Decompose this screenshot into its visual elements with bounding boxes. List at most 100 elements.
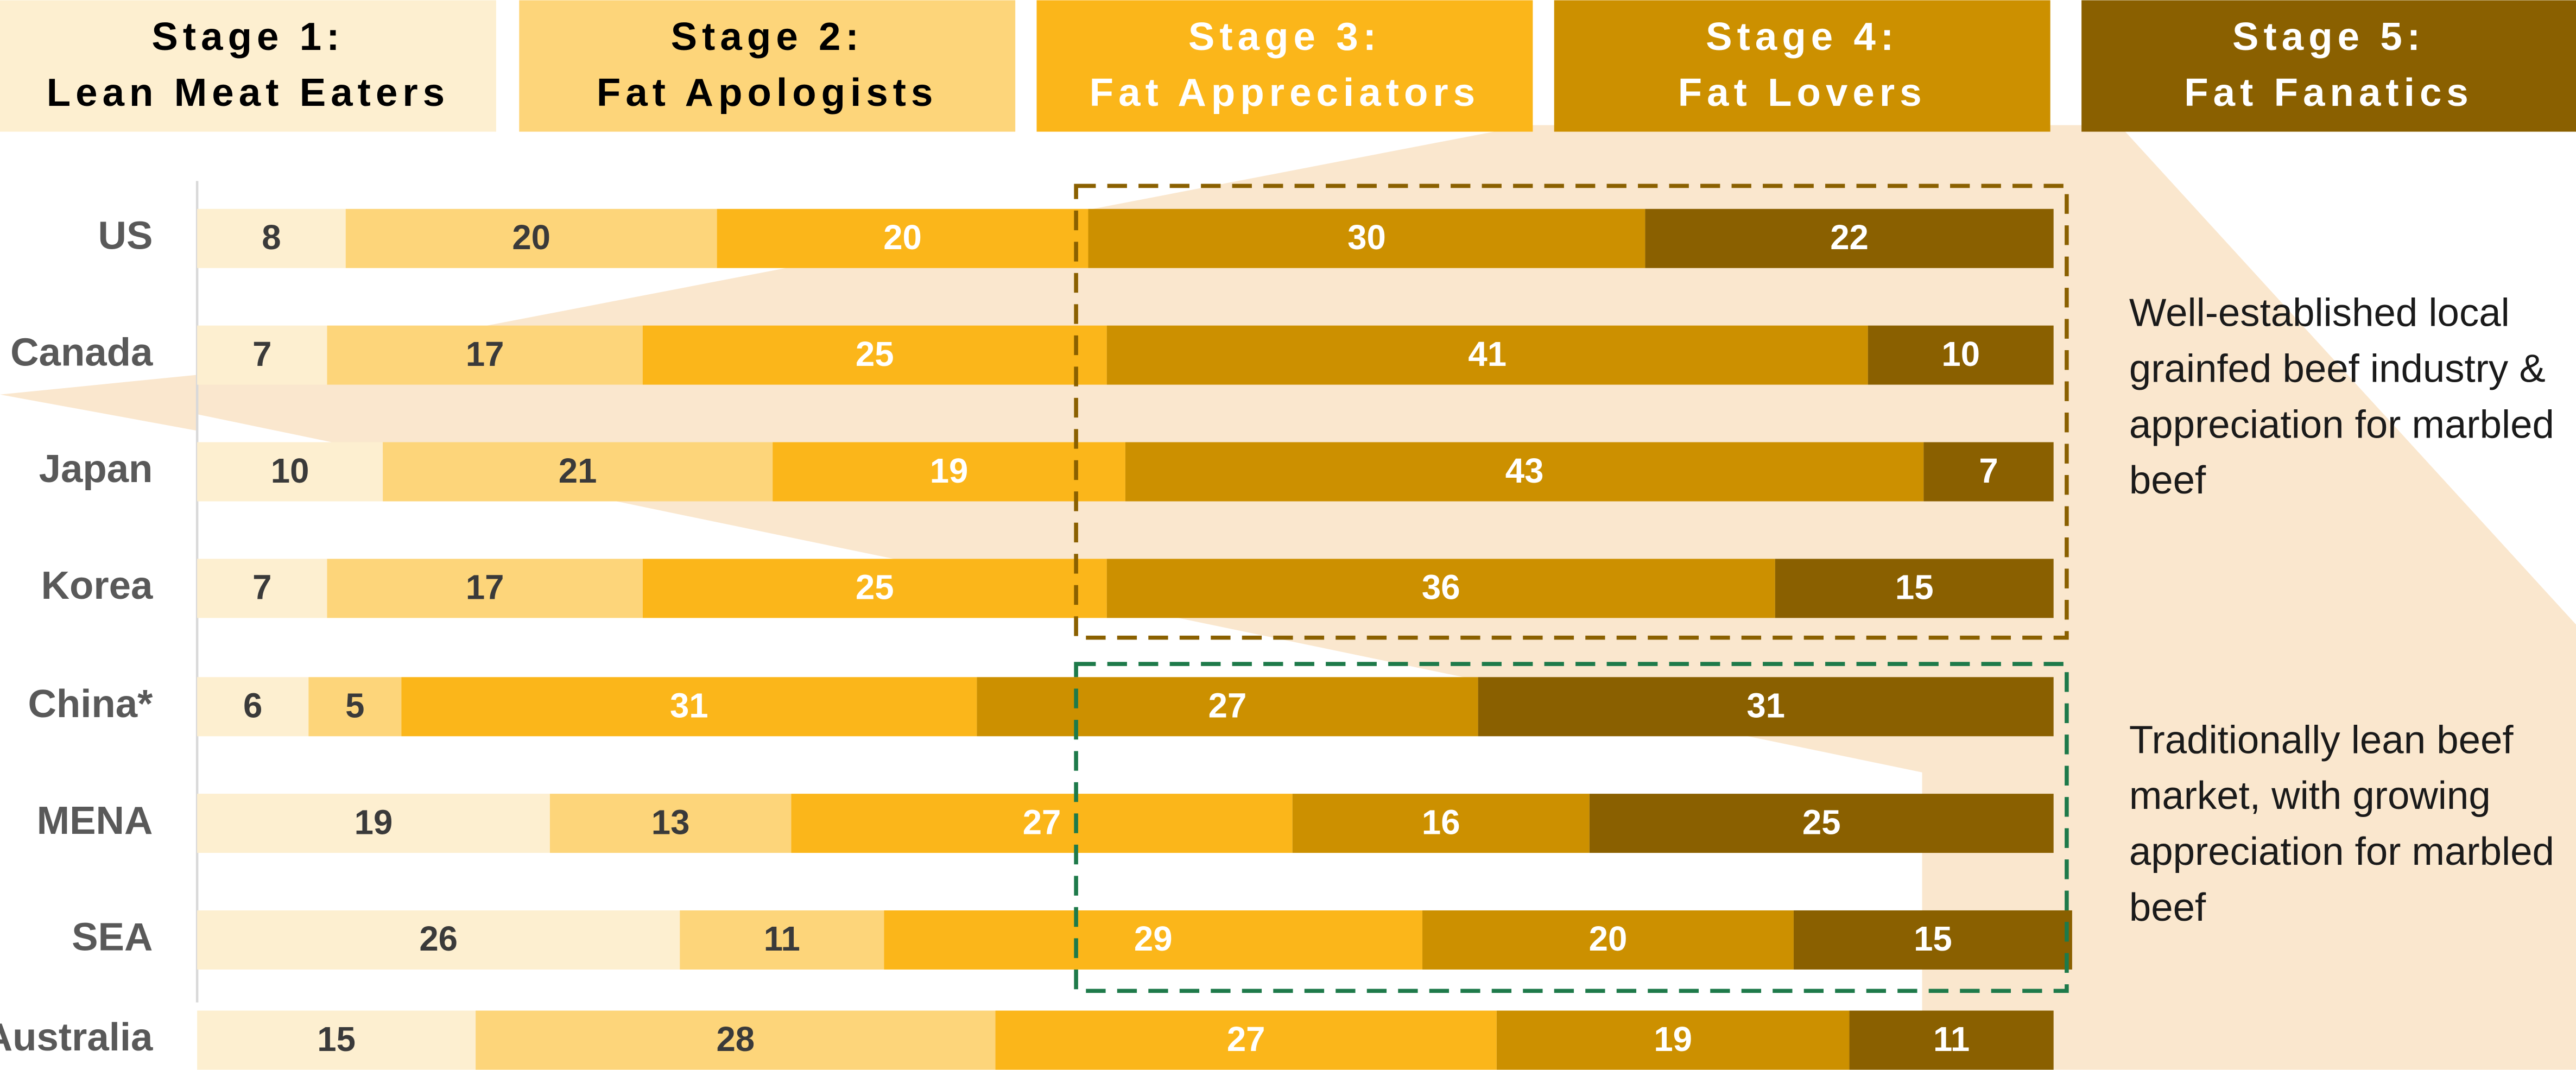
- legend-box: [1036, 0, 1533, 132]
- value-label: 6: [243, 687, 262, 725]
- value-label: 25: [856, 335, 894, 373]
- value-label: 11: [764, 920, 800, 958]
- value-label: 21: [559, 452, 597, 490]
- value-label: 43: [1505, 452, 1544, 490]
- bar-segment: [197, 677, 309, 737]
- value-label: 36: [1422, 568, 1460, 607]
- bar-segment: [717, 208, 1088, 268]
- value-label: 7: [252, 568, 271, 607]
- bar-segment: [642, 559, 1107, 618]
- value-label: 31: [1746, 687, 1785, 725]
- bar-segment: [680, 910, 884, 970]
- bar-segment: [197, 1010, 476, 1070]
- bar-segment: [327, 559, 643, 618]
- value-label: 17: [466, 335, 504, 373]
- highlight-box: [1074, 662, 2069, 993]
- bar-segment: [1645, 208, 2054, 268]
- legend-label: Stage 5: Fat Fanatics: [2184, 15, 2473, 115]
- value-label: 15: [1914, 920, 1952, 958]
- value-label: 7: [252, 335, 271, 373]
- bar-segment: [642, 325, 1107, 385]
- bar-segment: [1589, 794, 2054, 853]
- value-label: 22: [1830, 218, 1869, 257]
- bar-segment: [1106, 325, 1868, 385]
- bar-segment: [1496, 1010, 1850, 1070]
- value-label: 30: [1347, 218, 1386, 257]
- bar-segment: [1849, 1010, 2054, 1070]
- bar-segment: [1923, 442, 2054, 502]
- bar-segment: [1478, 677, 2054, 737]
- background-arrow-tip: [0, 375, 198, 431]
- bar-segment: [1106, 559, 1775, 618]
- value-label: 27: [1208, 687, 1247, 725]
- bar-segment: [197, 559, 327, 618]
- bar-segment: [401, 677, 977, 737]
- value-label: 7: [1979, 452, 1998, 490]
- y-tick-label: Australia: [0, 1015, 153, 1059]
- legend-box: [519, 0, 1016, 132]
- bar-segment: [1868, 325, 2054, 385]
- bar-segment: [308, 677, 402, 737]
- bar-segment: [197, 325, 327, 385]
- legend-label: Stage 4: Fat Lovers: [1678, 15, 1927, 115]
- y-tick-label: US: [98, 213, 153, 257]
- y-tick-label: Canada: [10, 330, 153, 374]
- value-label: 10: [271, 452, 309, 490]
- legend-box: [0, 0, 496, 132]
- y-tick-label: MENA: [37, 799, 153, 843]
- y-tick-label: China*: [28, 682, 153, 726]
- bar-segment: [549, 794, 792, 853]
- y-tick-label: Japan: [39, 447, 153, 491]
- value-label: 25: [856, 568, 894, 607]
- value-label: 20: [883, 218, 922, 257]
- bar-segment: [773, 442, 1125, 502]
- bar-segment: [791, 794, 1293, 853]
- annotation: Traditionally lean beef market, with grow…: [2129, 718, 2554, 929]
- value-label: 13: [651, 803, 690, 841]
- value-label: 27: [1227, 1020, 1265, 1059]
- value-label: 16: [1422, 803, 1460, 841]
- value-label: 17: [466, 568, 504, 607]
- value-label: 15: [1895, 568, 1934, 607]
- bar-segment: [977, 677, 1478, 737]
- value-label: 11: [1933, 1020, 1970, 1059]
- value-label: 19: [930, 452, 969, 490]
- bar-segment: [1088, 208, 1645, 268]
- value-label: 26: [419, 920, 458, 958]
- value-label: 27: [1023, 803, 1061, 841]
- y-tick-label: SEA: [72, 915, 153, 959]
- value-label: 5: [345, 687, 364, 725]
- bar-segment: [995, 1010, 1497, 1070]
- value-label: 20: [1589, 920, 1628, 958]
- value-label: 31: [670, 687, 708, 725]
- bar-segment: [1793, 910, 2072, 970]
- highlight-box: [1074, 183, 2069, 640]
- bar-segment: [1422, 910, 1794, 970]
- bar-segment: [1125, 442, 1924, 502]
- bar-segment: [884, 910, 1423, 970]
- bar-segment: [327, 325, 643, 385]
- bar-segment: [197, 910, 680, 970]
- legend-box: [2081, 0, 2576, 132]
- bar-segment: [383, 442, 773, 502]
- bar-segment: [197, 442, 383, 502]
- value-label: 28: [716, 1020, 755, 1059]
- value-label: 29: [1134, 920, 1173, 958]
- legend-label: Stage 1: Lean Meat Eaters: [47, 15, 450, 115]
- value-label: 19: [1654, 1020, 1692, 1059]
- legend-label: Stage 2: Fat Apologists: [597, 15, 938, 115]
- value-label: 15: [317, 1020, 356, 1059]
- value-label: 8: [262, 218, 281, 257]
- value-label: 19: [355, 803, 393, 841]
- value-label: 25: [1802, 803, 1841, 841]
- legend-box: [1554, 0, 2050, 132]
- bar-segment: [197, 794, 550, 853]
- legend-label: Stage 3: Fat Appreciators: [1090, 15, 1480, 115]
- annotation: Well-established local grainfed beef indu…: [2129, 291, 2554, 503]
- bar-segment: [345, 208, 717, 268]
- y-tick-label: Korea: [41, 564, 153, 607]
- bar-segment: [476, 1010, 996, 1070]
- bar-segment: [197, 208, 346, 268]
